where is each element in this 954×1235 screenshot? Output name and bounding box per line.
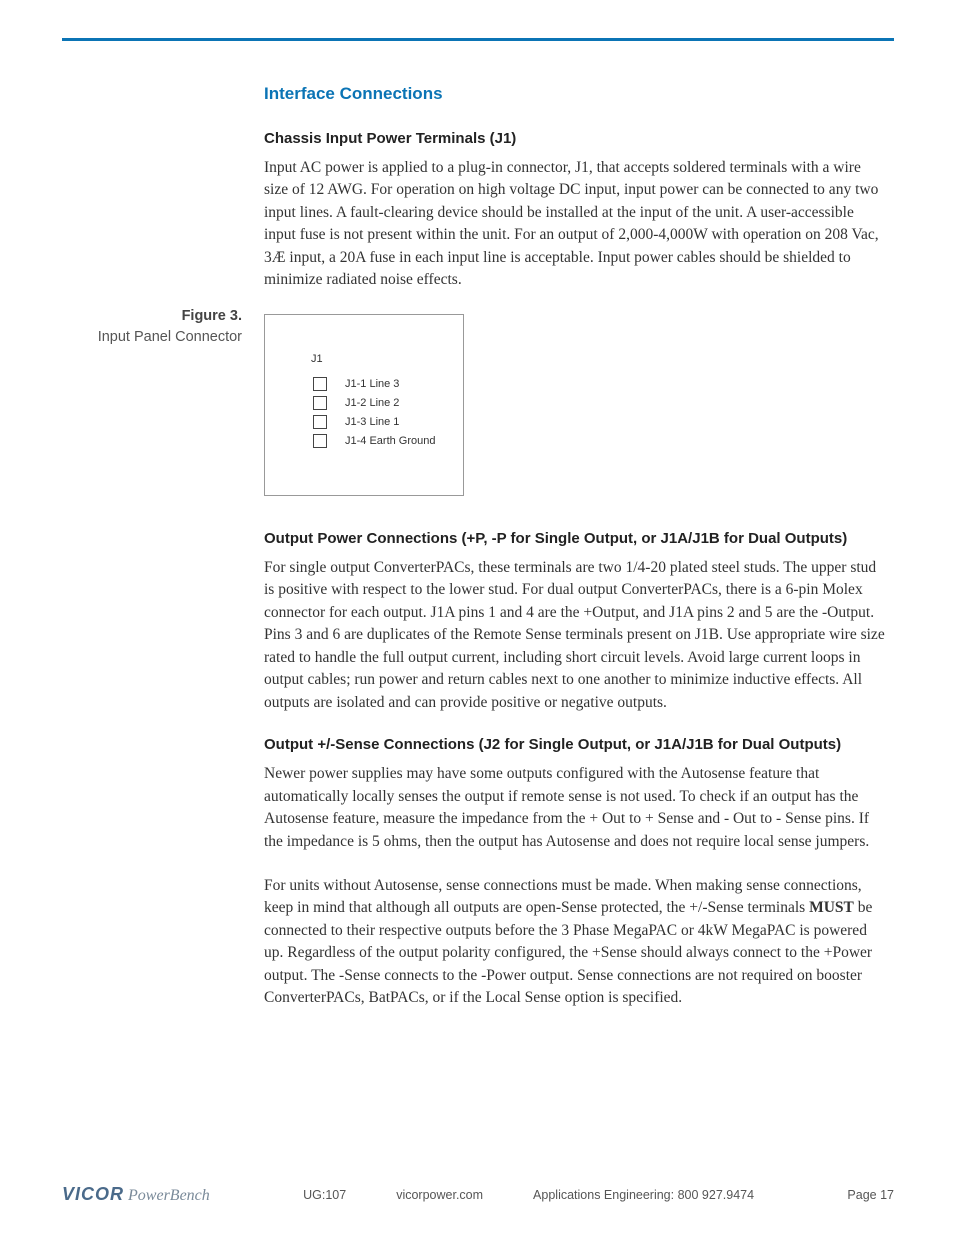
pin-box-icon <box>313 415 327 429</box>
figure-label: Figure 3. <box>182 308 242 324</box>
sub2-heading: Output Power Connections (+P, -P for Sin… <box>264 530 888 547</box>
sub3-body2: For units without Autosense, sense conne… <box>264 875 888 1010</box>
sub3-heading: Output +/-Sense Connections (J2 for Sing… <box>264 736 888 753</box>
page-footer: VICOR PowerBench UG:107 vicorpower.com A… <box>62 1184 894 1205</box>
sub3-body2-a: For units without Autosense, sense conne… <box>264 877 862 916</box>
pin-box-icon <box>313 396 327 410</box>
footer-ug: UG:107 <box>303 1188 346 1202</box>
j1-pin-list: J1-1 Line 3 J1-2 Line 2 J1-3 Line 1 J1-4… <box>313 375 436 451</box>
j1-title: J1 <box>311 353 323 365</box>
pin-box-icon <box>313 377 327 391</box>
footer-middle: UG:107 vicorpower.com Applications Engin… <box>303 1188 754 1202</box>
pin-label: J1-3 Line 1 <box>345 416 399 428</box>
j1-pin-row: J1-4 Earth Ground <box>313 432 436 451</box>
figure-caption-block: Figure 3. Input Panel Connector <box>62 306 242 348</box>
section-title: Interface Connections <box>264 84 888 104</box>
sub2-body: For single output ConverterPACs, these t… <box>264 557 888 714</box>
pin-label: J1-1 Line 3 <box>345 378 399 390</box>
figure-caption-text: Input Panel Connector <box>98 329 242 345</box>
brand-vicor: VICOR <box>62 1184 124 1205</box>
j1-pin-row: J1-3 Line 1 <box>313 413 436 432</box>
sub3-body1: Newer power supplies may have some outpu… <box>264 763 888 853</box>
main-content: Interface Connections Chassis Input Powe… <box>264 84 888 1032</box>
pin-label: J1-4 Earth Ground <box>345 435 436 447</box>
footer-phone: Applications Engineering: 800 927.9474 <box>533 1188 754 1202</box>
j1-pin-row: J1-1 Line 3 <box>313 375 436 394</box>
footer-brand: VICOR PowerBench <box>62 1184 210 1205</box>
top-rule <box>62 38 894 41</box>
must-emphasis: MUST <box>809 899 854 916</box>
brand-powerbench: PowerBench <box>128 1187 210 1205</box>
sub1-body: Input AC power is applied to a plug-in c… <box>264 157 888 292</box>
footer-site: vicorpower.com <box>396 1188 483 1202</box>
pin-box-icon <box>313 434 327 448</box>
footer-page: Page 17 <box>847 1188 894 1202</box>
figure-3-diagram: J1 J1-1 Line 3 J1-2 Line 2 J1-3 Line 1 J… <box>264 314 464 496</box>
j1-pin-row: J1-2 Line 2 <box>313 394 436 413</box>
pin-label: J1-2 Line 2 <box>345 397 399 409</box>
sub1-heading: Chassis Input Power Terminals (J1) <box>264 130 888 147</box>
